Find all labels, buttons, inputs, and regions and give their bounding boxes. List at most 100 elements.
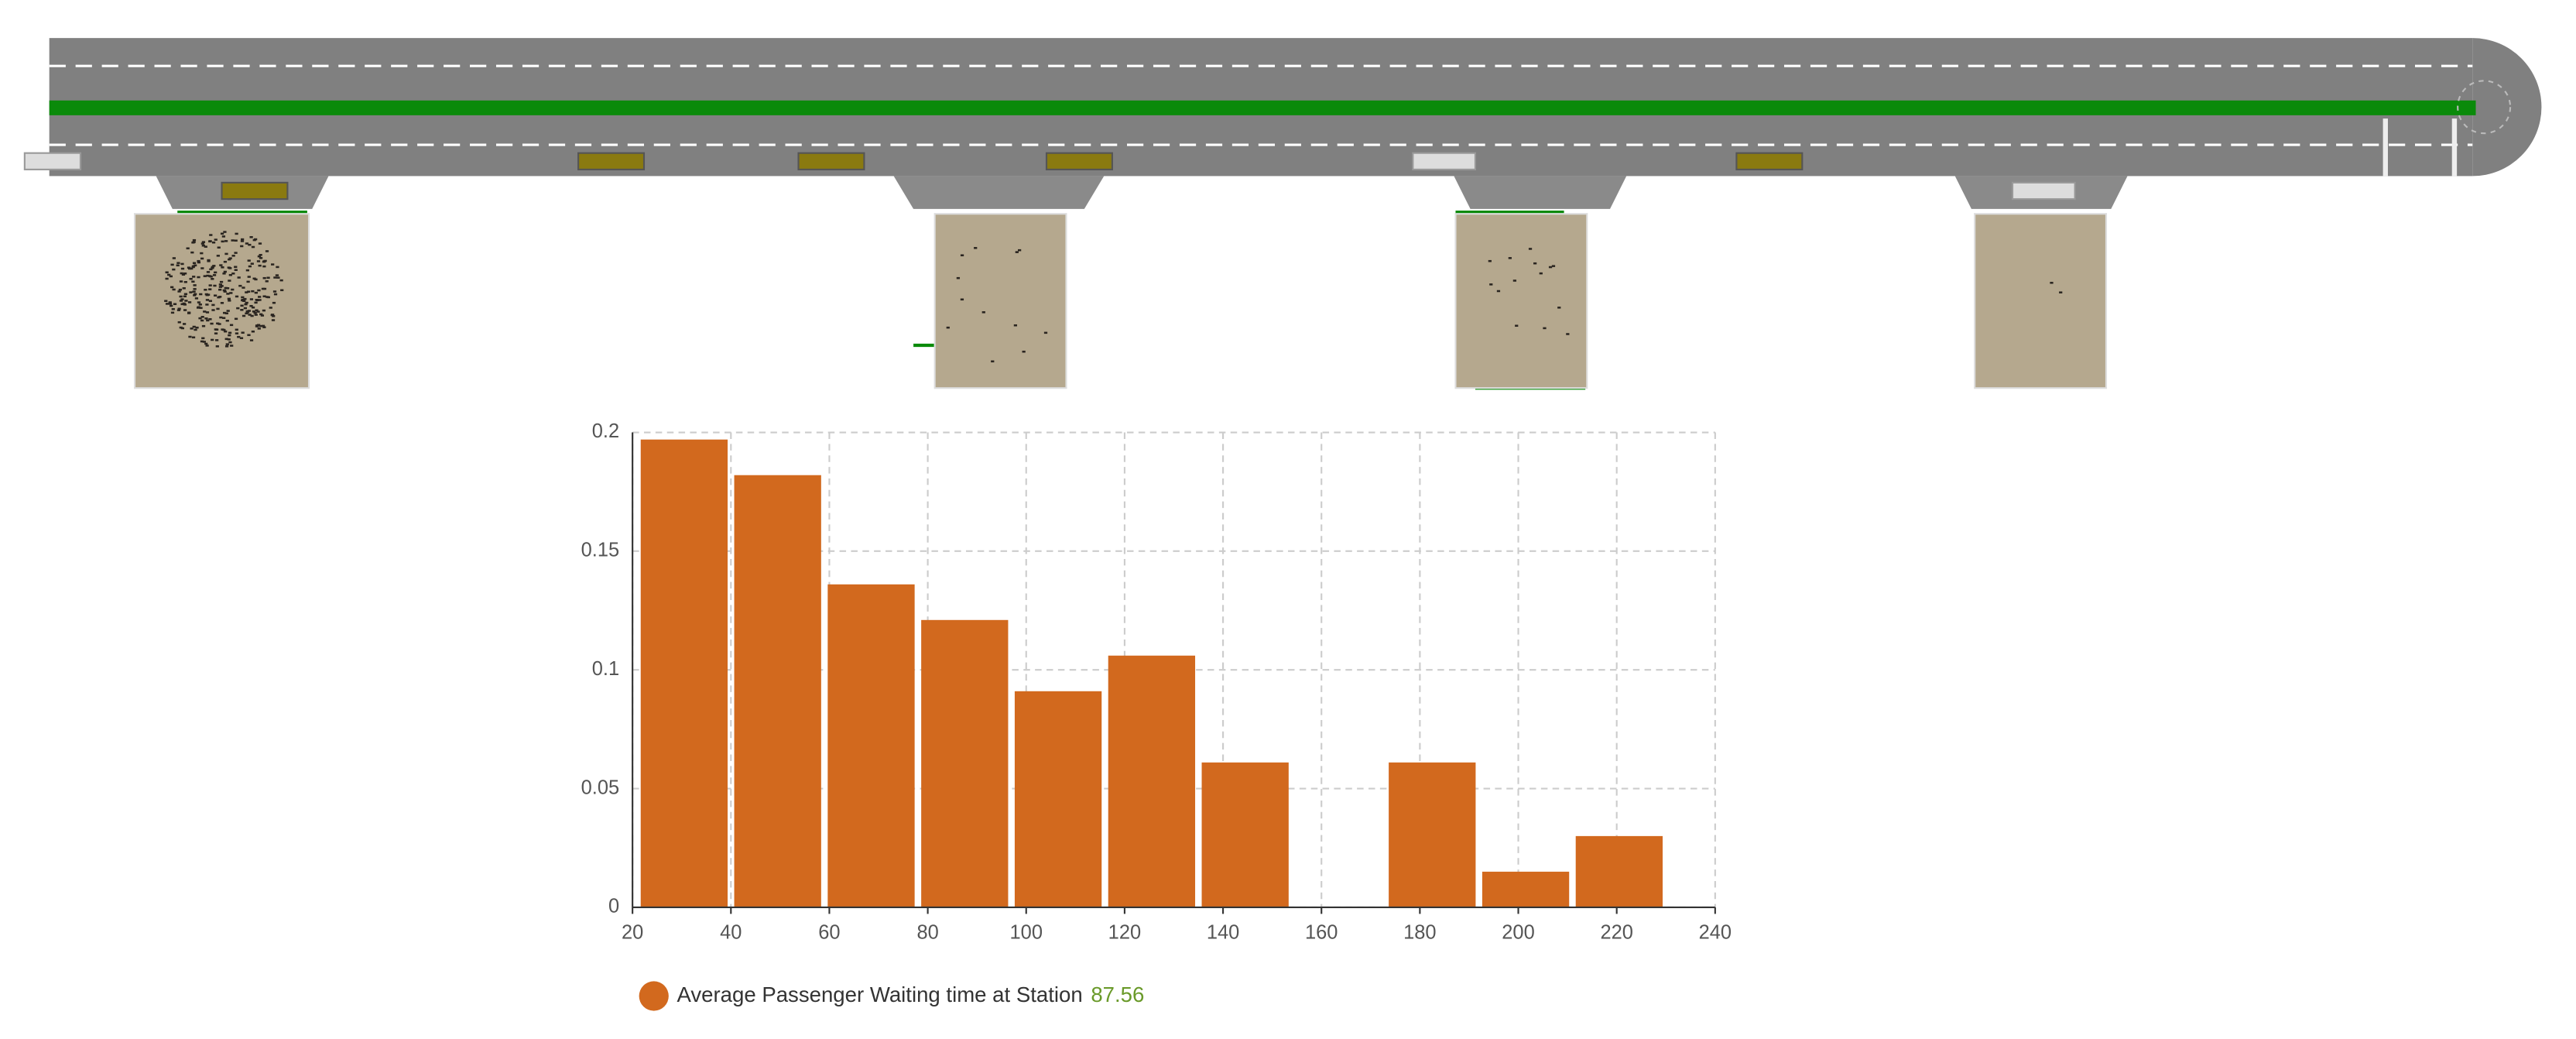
passenger (216, 322, 220, 325)
passenger (1557, 307, 1561, 309)
passenger (1543, 327, 1547, 330)
passenger (206, 274, 210, 277)
median (49, 100, 2476, 115)
passenger (257, 327, 261, 330)
passenger (165, 271, 169, 274)
passenger (204, 289, 207, 291)
passenger (255, 299, 259, 301)
passenger (1022, 350, 1026, 353)
y-tick-label: 0.1 (592, 658, 619, 680)
passenger (956, 276, 961, 279)
passenger (190, 251, 194, 254)
passenger (240, 245, 244, 248)
bar (1482, 871, 1570, 907)
passenger (199, 293, 203, 296)
passenger (180, 267, 185, 270)
passenger (240, 309, 244, 311)
passenger (266, 276, 270, 279)
passenger (272, 301, 276, 304)
passenger (1539, 272, 1543, 275)
passenger (231, 255, 235, 257)
passenger (198, 303, 202, 306)
passenger (243, 297, 247, 300)
histogram: 0 0.05 0.1 0.15 0.2 20 40 60 80 100 120 140 160 180 20… (581, 420, 1732, 943)
passenger (250, 262, 254, 265)
passenger (183, 323, 187, 325)
x-tick-label: 140 (1207, 922, 1239, 944)
passenger (195, 326, 199, 329)
bus (221, 181, 289, 201)
passenger (177, 290, 181, 293)
passenger (192, 262, 197, 265)
passenger (237, 276, 241, 279)
passenger (192, 325, 196, 328)
passenger (237, 335, 241, 338)
passenger (248, 243, 252, 246)
passenger (216, 255, 220, 257)
passenger (1551, 265, 1556, 267)
passenger (180, 327, 184, 330)
passenger (214, 238, 218, 241)
passenger (222, 317, 226, 319)
passenger (263, 259, 267, 262)
passenger (960, 254, 964, 257)
y-tick-label: 0.05 (581, 777, 620, 798)
passenger (202, 341, 206, 343)
passenger (176, 262, 180, 264)
passenger (206, 319, 210, 322)
x-tick-label: 240 (1699, 922, 1732, 944)
passenger (228, 279, 231, 282)
passenger (234, 317, 238, 321)
bar (640, 439, 728, 907)
passenger (224, 252, 228, 255)
passenger (223, 231, 227, 233)
passenger (258, 299, 262, 301)
y-tick-label: 0 (608, 896, 619, 917)
passenger (191, 266, 195, 269)
passenger (262, 295, 266, 298)
passenger (254, 314, 258, 316)
passenger (222, 273, 226, 275)
x-tick-label: 200 (1502, 922, 1534, 944)
passenger (245, 242, 249, 245)
passenger (273, 293, 278, 296)
passenger (225, 343, 229, 345)
passenger (248, 265, 252, 268)
passenger (218, 283, 222, 286)
passenger (191, 336, 196, 339)
passenger (231, 288, 235, 291)
passenger (193, 284, 197, 286)
passenger (211, 266, 214, 269)
passenger (241, 298, 245, 301)
passenger (212, 274, 217, 276)
bar (1389, 762, 1476, 907)
passenger (172, 288, 176, 291)
passenger (991, 360, 995, 363)
passenger (249, 304, 253, 307)
passenger (229, 292, 233, 294)
passenger (262, 265, 266, 268)
passenger (197, 306, 200, 309)
passenger (1515, 324, 1519, 327)
passenger (265, 296, 269, 298)
x-tick-label: 220 (1600, 922, 1632, 944)
passenger (1533, 262, 1537, 265)
passenger (245, 312, 248, 315)
passenger (204, 245, 207, 248)
x-tick-label: 180 (1403, 922, 1436, 944)
passenger (244, 303, 248, 306)
passenger (189, 291, 193, 293)
passenger (257, 289, 261, 292)
passenger (169, 275, 173, 278)
passenger (179, 300, 183, 302)
passenger (223, 260, 228, 263)
passenger (251, 245, 255, 249)
bus (577, 152, 646, 170)
passenger (256, 260, 261, 262)
passenger (234, 239, 238, 242)
bus (797, 152, 865, 170)
passenger (190, 327, 194, 330)
passenger (1496, 290, 1501, 293)
passenger (254, 291, 258, 294)
passenger (247, 276, 251, 278)
